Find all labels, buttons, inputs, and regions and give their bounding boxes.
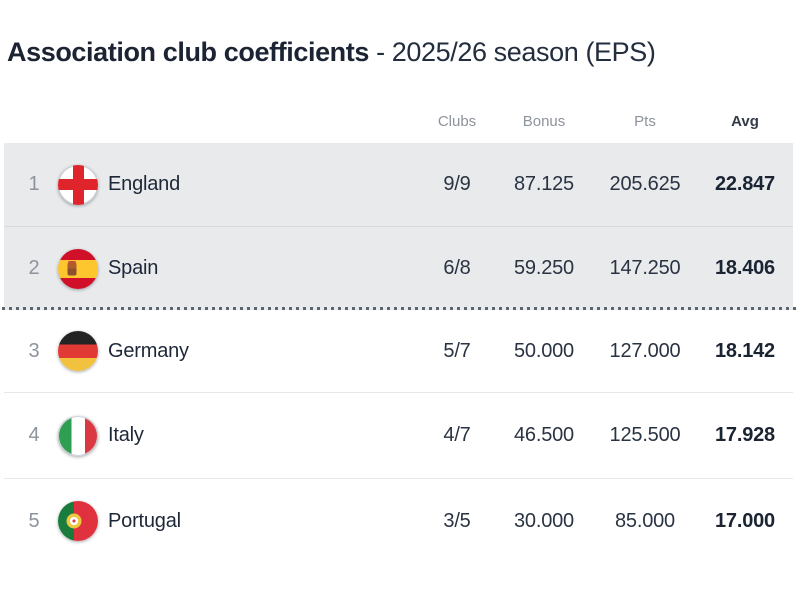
- table-header-row: Clubs Bonus Pts Avg: [4, 68, 793, 143]
- rank-label: 5: [28, 509, 40, 532]
- bonus-value: 50.000: [514, 339, 574, 362]
- table-row[interactable]: 1 England 9/9 87.125 205.625 22.847: [4, 143, 793, 227]
- country-name: Germany: [108, 339, 189, 362]
- country-name: England: [108, 173, 180, 195]
- clubs-value: 4/7: [443, 424, 471, 446]
- bonus-value: 87.125: [514, 173, 574, 195]
- clubs-value: 5/7: [443, 339, 471, 362]
- country-flag-icon: [58, 248, 98, 289]
- avg-value: 17.928: [715, 424, 775, 446]
- avg-value: 22.847: [715, 173, 775, 195]
- rank-label: 3: [28, 339, 40, 362]
- column-header-bonus: Bonus: [522, 113, 566, 130]
- pts-value: 125.500: [609, 424, 681, 446]
- clubs-value: 6/8: [443, 257, 471, 279]
- country-flag-icon: [58, 501, 98, 541]
- country-name: Portugal: [108, 509, 181, 532]
- country-flag-icon: [58, 164, 98, 205]
- bonus-value: 46.500: [514, 424, 574, 446]
- pts-value: 85.000: [615, 509, 675, 532]
- page-title: Association club coefficients - 2025/26 …: [7, 36, 800, 68]
- table-row[interactable]: 2 Spain 6/8 59.250 147.250 18.406: [2, 227, 797, 310]
- rank-label: 4: [28, 424, 40, 446]
- rank-label: 2: [28, 257, 40, 279]
- column-header-pts: Pts: [634, 113, 656, 130]
- country-flag-icon: [58, 415, 98, 456]
- table-row[interactable]: 3 Germany 5/7 50.000 127.000 18.142: [4, 310, 793, 393]
- table-row[interactable]: 5 Portugal 3/5 30.000 85.000 17.000: [4, 479, 793, 563]
- pts-value: 147.250: [609, 257, 681, 279]
- column-header-clubs: Clubs: [437, 113, 477, 130]
- page-title-season: - 2025/26 season (EPS): [376, 37, 656, 67]
- pts-value: 205.625: [609, 173, 681, 195]
- avg-value: 18.406: [715, 257, 775, 279]
- bonus-value: 30.000: [514, 509, 574, 532]
- country-name: Italy: [108, 424, 144, 446]
- coefficient-table-body: 1 England 9/9 87.125 205.625 22.847 2 Sp…: [0, 143, 800, 563]
- country-flag-icon: [58, 331, 98, 371]
- table-row[interactable]: 4 Italy 4/7 46.500 125.500 17.928: [4, 393, 793, 479]
- pts-value: 127.000: [609, 339, 681, 362]
- avg-value: 18.142: [715, 339, 775, 362]
- country-name: Spain: [108, 257, 159, 279]
- page-title-main: Association club coefficients: [7, 37, 369, 67]
- bonus-value: 59.250: [514, 257, 574, 279]
- rank-label: 1: [28, 173, 40, 195]
- clubs-value: 3/5: [443, 509, 471, 532]
- clubs-value: 9/9: [443, 173, 471, 195]
- avg-value: 17.000: [715, 509, 775, 532]
- column-header-avg: Avg: [731, 113, 759, 130]
